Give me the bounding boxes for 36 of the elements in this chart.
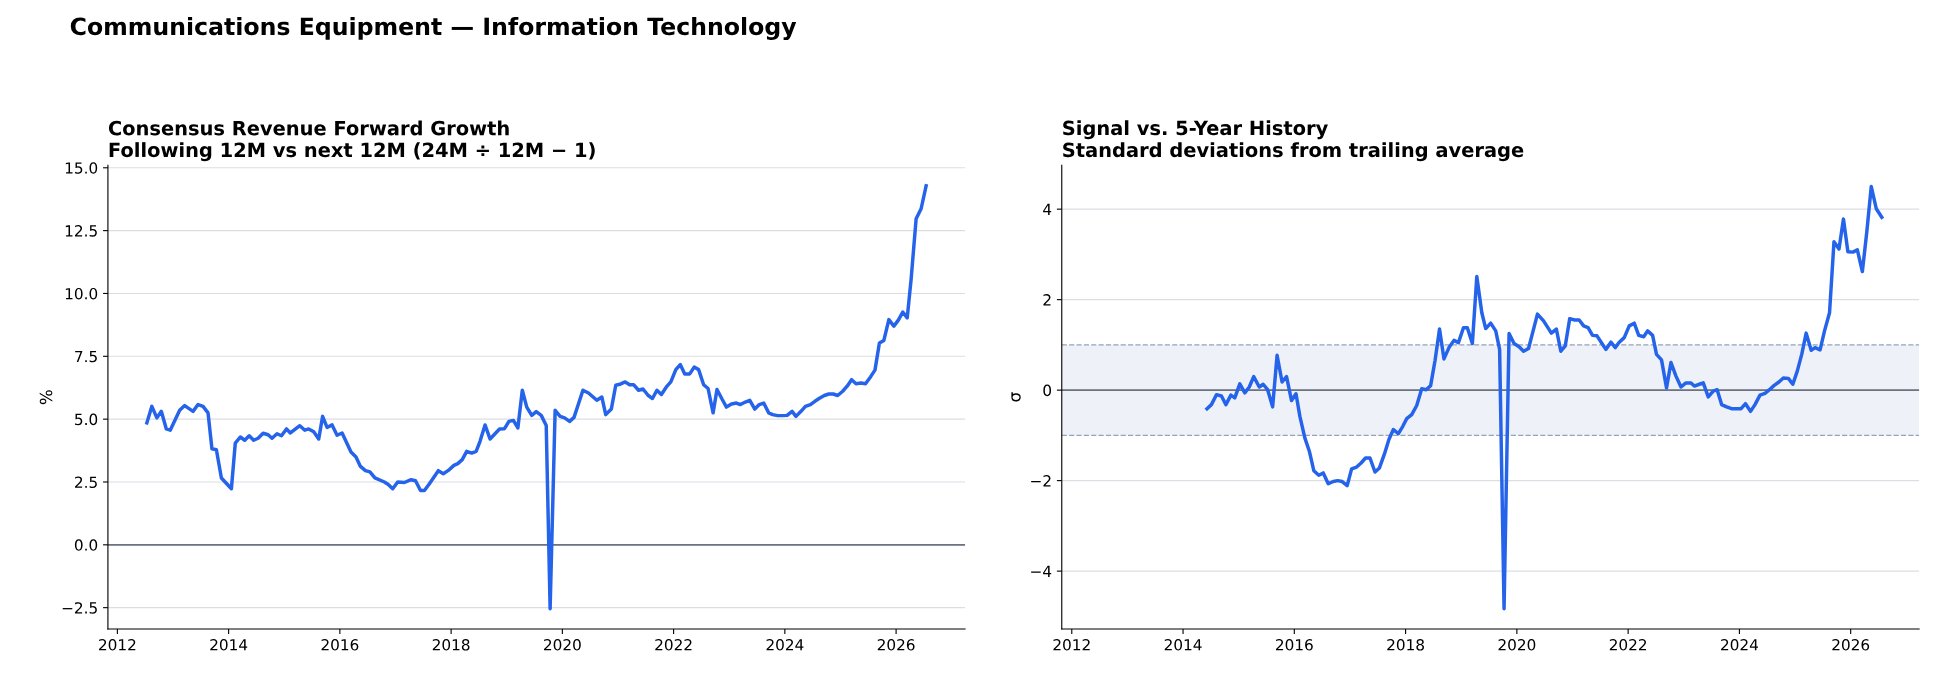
x-tick-label: 2020: [1498, 639, 1536, 651]
y-tick-label: 2: [1043, 294, 1051, 306]
line-series: [145, 184, 928, 611]
y-axis-title: σ: [1011, 392, 1021, 402]
y-tick-label: −2: [1031, 475, 1051, 487]
x-tick-label: 2022: [655, 639, 692, 651]
x-tick-label: 2024: [1721, 639, 1758, 651]
y-tick-label: −2.5: [62, 602, 97, 614]
x-tick-label: 2012: [1053, 639, 1090, 651]
y-tick-label: 15.0: [65, 162, 98, 174]
x-tick-label: 2026: [877, 639, 915, 651]
chart-title: Consensus Revenue Forward Growth Following 12M vs next 12M (24M ÷ 12M − 1): [108, 120, 595, 162]
x-tick-label: 2012: [99, 639, 136, 651]
y-tick-label: 2.5: [75, 476, 97, 488]
y-tick-label: 4: [1043, 203, 1052, 215]
x-tick-label: 2016: [321, 639, 359, 651]
y-tick-label: 7.5: [75, 350, 97, 363]
x-tick-label: 2024: [766, 639, 804, 651]
x-tick-label: 2018: [1387, 639, 1424, 651]
y-tick-label: 5.0: [75, 413, 98, 426]
x-tick-label: 2022: [1609, 639, 1647, 651]
x-tick-label: 2026: [1832, 639, 1870, 651]
y-tick-label: −4: [1031, 565, 1052, 577]
y-tick-label: 12.5: [65, 225, 97, 237]
x-tick-label: 2014: [210, 639, 248, 651]
x-tick-label: 2014: [1164, 639, 1202, 651]
chart-title: Signal vs. 5-Year History Standard deviations from trailing average: [1063, 120, 1524, 162]
text: Communications Equipment — Information Technology: [70, 16, 797, 41]
x-tick-label: 2016: [1276, 639, 1313, 651]
y-tick-label: 0.0: [74, 539, 98, 551]
x-tick-label: 2018: [432, 639, 470, 651]
y-tick-label: 10.0: [65, 287, 98, 300]
line-series: [1205, 184, 1884, 611]
x-tick-label: 2020: [544, 639, 581, 651]
y-axis-title: %: [39, 390, 53, 405]
y-tick-label: 0: [1043, 384, 1052, 397]
